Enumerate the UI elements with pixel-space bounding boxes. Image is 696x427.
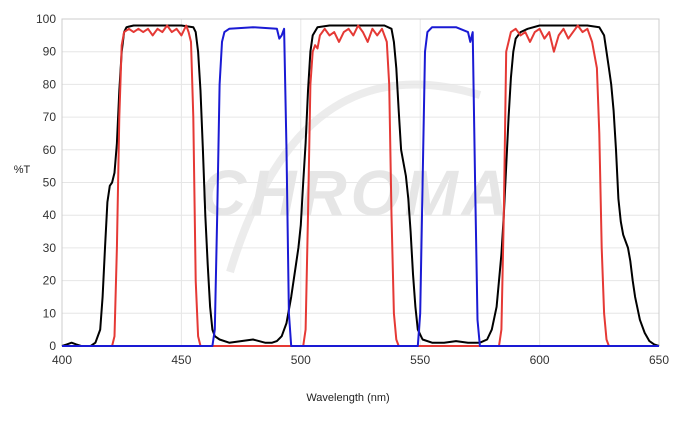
y-tick-label: 30 xyxy=(43,241,57,255)
x-tick-label: 450 xyxy=(171,353,191,367)
y-tick-label: 50 xyxy=(43,176,57,190)
x-axis-label: Wavelength (nm) xyxy=(306,392,389,404)
x-tick-label: 550 xyxy=(410,353,430,367)
y-tick-label: 10 xyxy=(43,306,57,320)
y-tick-label: 0 xyxy=(49,339,56,353)
x-tick-label: 400 xyxy=(52,353,72,367)
series-line-2 xyxy=(62,24,659,347)
y-tick-label: 40 xyxy=(43,208,57,222)
series-line-3 xyxy=(62,26,659,347)
y-tick-label: 90 xyxy=(43,45,57,59)
y-tick-label: 100 xyxy=(36,12,56,26)
x-tick-label: 650 xyxy=(649,353,669,367)
grid xyxy=(61,18,660,347)
y-tick-label: 20 xyxy=(43,274,57,288)
y-axis-label: %T xyxy=(14,164,31,176)
watermark-text: CHROMA xyxy=(200,157,512,229)
x-tick-label: 600 xyxy=(530,353,550,367)
y-tick-label: 80 xyxy=(43,77,57,91)
series-line-1 xyxy=(61,24,660,347)
x-axis-ticks: 400 450 500 550 600 650 xyxy=(52,353,669,367)
y-tick-label: 60 xyxy=(43,143,57,157)
y-axis-ticks: 0 10 20 30 40 50 60 70 80 90 100 xyxy=(36,12,56,353)
x-tick-label: 500 xyxy=(291,353,311,367)
watermark: CHROMA xyxy=(200,80,512,274)
y-tick-label: 70 xyxy=(43,110,57,124)
series-lines xyxy=(61,24,660,347)
